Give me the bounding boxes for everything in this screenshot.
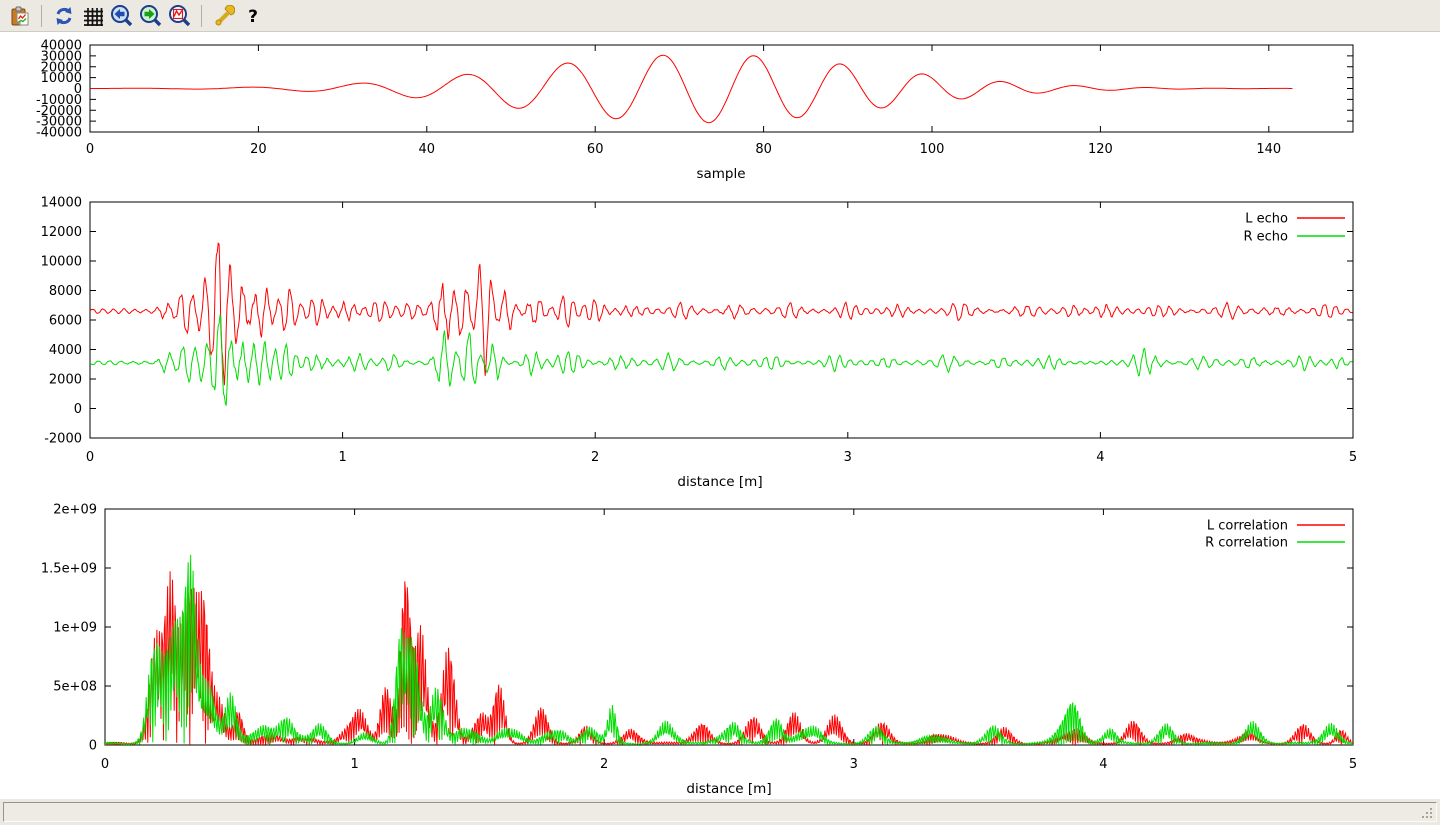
y-tick-label: 30000 bbox=[41, 49, 82, 64]
zoom-previous-button[interactable] bbox=[108, 2, 135, 29]
y-tick-label: 1e+09 bbox=[53, 621, 97, 636]
x-tick-label: 100 bbox=[920, 142, 945, 157]
x-tick-label: 0 bbox=[86, 142, 94, 157]
series-l-correlation bbox=[105, 571, 1353, 745]
zoom-next-button[interactable] bbox=[137, 2, 164, 29]
copy-to-clipboard-button[interactable] bbox=[6, 2, 33, 29]
series-group bbox=[90, 242, 1353, 406]
x-tick-label: 0 bbox=[101, 757, 109, 772]
autoscale-button[interactable] bbox=[166, 2, 193, 29]
x-tick-label: 140 bbox=[1256, 142, 1281, 157]
x-tick-label: 120 bbox=[1088, 142, 1113, 157]
legend: L correlation R correlation bbox=[1205, 519, 1345, 551]
axis-tick-labels: 0 1 2 3 4 5 -2000 0 2000 4000 6000 8000 10000 12000 14… bbox=[41, 196, 1358, 466]
y-tick-label: 10000 bbox=[41, 255, 82, 270]
x-tick-label: 4 bbox=[1096, 450, 1104, 465]
y-tick-label: -20000 bbox=[36, 104, 82, 119]
series-r-correlation bbox=[105, 554, 1353, 745]
y-tick-label: 2000 bbox=[49, 373, 82, 388]
x-tick-label: 20 bbox=[250, 142, 267, 157]
gnuplot-plots[interactable]: 0 20 40 60 80 100 120 140-40000-30000-20000-100… bbox=[0, 33, 1440, 799]
series-group bbox=[105, 554, 1353, 745]
series-group bbox=[90, 54, 1293, 124]
x-tick-label: 1 bbox=[338, 450, 346, 465]
statusbar-field bbox=[3, 802, 1437, 822]
y-tick-label: 0 bbox=[74, 82, 82, 97]
help-button[interactable]: ? bbox=[239, 2, 266, 29]
y-tick-label: -40000 bbox=[36, 126, 82, 141]
legend-label: R echo bbox=[1243, 230, 1288, 245]
resize-grip[interactable] bbox=[1419, 805, 1434, 820]
y-tick-label: 10000 bbox=[41, 71, 82, 86]
help-icon: ? bbox=[248, 7, 258, 27]
legend: L echo R echo bbox=[1243, 212, 1345, 245]
axis-tick-labels: 0 20 40 60 80 100 120 140 -40000-30000-20000-100… bbox=[36, 39, 1281, 158]
y-tick-label: 12000 bbox=[41, 225, 82, 240]
y-tick-label: -30000 bbox=[36, 115, 82, 130]
y-tick-label: -2000 bbox=[44, 432, 82, 447]
toolbar: ? bbox=[0, 0, 1440, 32]
x-tick-label: 2 bbox=[600, 757, 608, 772]
y-tick-label: 20000 bbox=[41, 60, 82, 75]
y-tick-label: 1.5e+09 bbox=[41, 562, 97, 577]
x-tick-label: 5 bbox=[1349, 450, 1357, 465]
y-tick-label: 14000 bbox=[41, 196, 82, 211]
zoom-previous-icon bbox=[110, 4, 132, 26]
x-axis-label: sample bbox=[696, 166, 745, 182]
y-tick-label: -10000 bbox=[36, 93, 82, 108]
plot-canvas[interactable]: 0 20 40 60 80 100 120 140 -40000 -30000 -20000 -100… bbox=[0, 33, 1440, 799]
x-tick-label: 60 bbox=[587, 142, 604, 157]
copy-to-clipboard-icon bbox=[11, 6, 28, 26]
y-tick-label: 5e+08 bbox=[53, 680, 97, 695]
grid-icon bbox=[83, 7, 103, 26]
x-tick-label: 3 bbox=[844, 450, 852, 465]
legend-label: L correlation bbox=[1207, 519, 1288, 534]
x-tick-label: 40 bbox=[419, 142, 436, 157]
statusbar bbox=[0, 799, 1440, 825]
configure-button[interactable] bbox=[210, 2, 237, 29]
y-tick-label: 0 bbox=[89, 739, 97, 754]
series-transmit-pulse bbox=[90, 54, 1293, 124]
zoom-next-icon bbox=[139, 4, 161, 26]
y-tick-label: 8000 bbox=[49, 284, 82, 299]
x-axis-label: distance [m] bbox=[677, 474, 762, 490]
series-l-echo bbox=[90, 242, 1353, 386]
axis-ticks bbox=[89, 201, 1354, 439]
toolbar-separator bbox=[201, 4, 202, 27]
plot-echo[interactable]: 0 1 2 3 4 5 -2000 0 2000 4000 6000 8000 10000 12000 14… bbox=[41, 196, 1358, 491]
toolbar-separator bbox=[41, 4, 42, 27]
x-tick-label: 3 bbox=[850, 757, 858, 772]
axis-tick-labels: 0 1 2 3 4 5 0 5e+08 1e+09 1.5e+09 2e+09 bbox=[41, 503, 1357, 773]
autoscale-icon bbox=[168, 4, 190, 26]
x-axis-label: distance [m] bbox=[686, 781, 771, 797]
plot-border bbox=[104, 508, 1354, 746]
x-tick-label: 5 bbox=[1349, 757, 1357, 772]
plot-correlation[interactable]: 0 1 2 3 4 5 0 5e+08 1e+09 1.5e+09 2e+09 distance [m… bbox=[41, 503, 1357, 798]
x-tick-label: 2 bbox=[591, 450, 599, 465]
y-tick-label: 6000 bbox=[49, 314, 82, 329]
y-tick-label: 0 bbox=[74, 402, 82, 417]
replot-icon bbox=[56, 6, 71, 25]
x-tick-label: 4 bbox=[1099, 757, 1107, 772]
series-r-echo bbox=[90, 314, 1353, 406]
replot-button[interactable] bbox=[50, 2, 77, 29]
plot-border bbox=[89, 201, 1354, 439]
svg-text:?: ? bbox=[248, 7, 258, 27]
y-tick-label: 40000 bbox=[41, 39, 82, 54]
plot-pulse[interactable]: 0 20 40 60 80 100 120 140 -40000-30000-20000-100… bbox=[36, 39, 1354, 183]
x-tick-label: 80 bbox=[755, 142, 772, 157]
legend-label: L echo bbox=[1245, 212, 1288, 227]
x-tick-label: 1 bbox=[350, 757, 358, 772]
axis-ticks bbox=[104, 508, 1354, 746]
y-tick-label: 4000 bbox=[49, 343, 82, 358]
x-tick-label: 0 bbox=[86, 450, 94, 465]
configure-icon bbox=[215, 4, 235, 25]
y-tick-label: 2e+09 bbox=[53, 503, 97, 518]
legend-label: R correlation bbox=[1205, 536, 1288, 551]
grid-button[interactable] bbox=[79, 2, 106, 29]
